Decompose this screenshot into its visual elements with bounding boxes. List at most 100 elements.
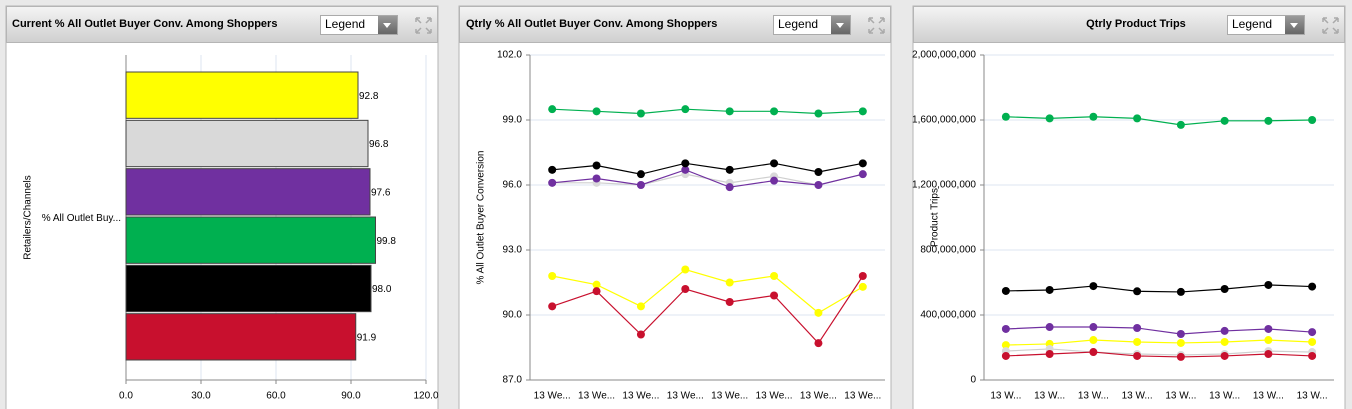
series-line (1005, 326, 1313, 335)
series-line (1005, 351, 1313, 358)
bar (125, 119, 369, 168)
x-tick-label: 60.0 (266, 391, 286, 402)
bar (125, 313, 357, 361)
point (770, 176, 779, 185)
y-tick-label: 400,000,000 (920, 310, 976, 321)
expand-icon[interactable] (868, 17, 885, 34)
point (1220, 351, 1229, 360)
point (1001, 341, 1010, 350)
legend-dropdown[interactable]: Legend (773, 15, 851, 35)
y-tick-label: 87.0 (503, 375, 523, 386)
legend-dropdown[interactable]: Legend (1227, 15, 1305, 35)
point (725, 107, 734, 116)
x-tick-label: 13 W... (1122, 391, 1153, 402)
series-line (552, 108, 863, 115)
point (1001, 324, 1010, 333)
expand-icon[interactable] (415, 17, 432, 34)
panel-title: Qtrly % All Outlet Buyer Conv. Among Sho… (466, 18, 717, 30)
point (1045, 323, 1054, 332)
point (1220, 326, 1229, 335)
point (1264, 336, 1273, 345)
value-label: 97.6 (371, 187, 391, 198)
y-tick-label: 90.0 (503, 310, 523, 321)
point (814, 168, 823, 176)
dropdown-arrow (383, 23, 391, 28)
y-tick-label: 1,200,000,000 (912, 180, 976, 191)
x-tick-label: 13 We... (667, 391, 704, 402)
point (592, 107, 601, 116)
x-tick-label: 30.0 (191, 391, 211, 402)
point (636, 181, 645, 189)
point (858, 170, 867, 179)
point (1133, 324, 1142, 332)
point (1001, 351, 1010, 360)
dropdown-label[interactable]: Legend (1232, 17, 1272, 31)
point (1308, 328, 1317, 337)
series-line (552, 162, 863, 175)
dropdown-label[interactable]: Legend (778, 17, 818, 31)
point (681, 105, 690, 114)
x-tick-label: 13 We... (800, 391, 837, 402)
bar (125, 216, 376, 264)
point (592, 287, 601, 296)
point (1264, 280, 1273, 289)
series-line (1005, 116, 1313, 126)
x-tick-label: 13 We... (578, 391, 615, 402)
value-label: 98.0 (372, 284, 392, 295)
point (770, 107, 779, 116)
point (1308, 282, 1317, 291)
point (636, 302, 645, 311)
point (636, 170, 645, 179)
point (1176, 330, 1185, 339)
point (858, 282, 867, 291)
series-line (1005, 339, 1313, 346)
point (858, 159, 867, 168)
bar (125, 168, 371, 216)
point (725, 183, 734, 192)
legend-dropdown[interactable]: Legend (320, 15, 398, 35)
point (1045, 114, 1054, 123)
point (1220, 116, 1229, 125)
point (1133, 337, 1142, 346)
value-label: 92.8 (359, 91, 379, 102)
x-tick-label: 120.0 (413, 391, 438, 402)
expand-icon[interactable] (1322, 17, 1339, 34)
x-tick-label: 13 We... (622, 391, 659, 402)
y-tick-label: 93.0 (503, 245, 523, 256)
point (814, 339, 823, 348)
point (858, 107, 867, 116)
point (1089, 348, 1098, 357)
point (548, 302, 557, 311)
value-label: 91.9 (357, 332, 377, 343)
y-tick-label: 800,000,000 (920, 245, 976, 256)
panel-frame (912, 5, 1346, 409)
point (1264, 116, 1273, 125)
point (725, 165, 734, 174)
point (1045, 350, 1054, 358)
point (1176, 287, 1185, 296)
dropdown-arrow (1290, 23, 1298, 28)
point (1001, 112, 1010, 121)
x-tick-label: 13 W... (1297, 391, 1328, 402)
y-axis-label: Retailers/Channels (23, 175, 34, 260)
x-tick-label: 13 We... (844, 391, 881, 402)
series-line (551, 275, 864, 345)
panel: Qtrly % All Outlet Buyer Conv. Among Sho… (458, 5, 892, 409)
point (1220, 285, 1229, 293)
point (592, 161, 601, 170)
x-tick-label: 13 We... (711, 391, 748, 402)
point (548, 105, 557, 114)
point (725, 278, 734, 287)
point (681, 265, 690, 274)
point (1308, 337, 1317, 346)
point (1089, 323, 1098, 332)
point (1220, 337, 1229, 346)
panel: Qtrly Product Trips Legend (912, 5, 1346, 409)
x-tick-label: 13 W... (1165, 391, 1196, 402)
series-line (1005, 348, 1313, 356)
dropdown-label[interactable]: Legend (325, 17, 365, 31)
y-tick-label: % All Outlet Buy... (42, 213, 121, 224)
point (681, 165, 690, 174)
y-tick-label: 102.0 (497, 50, 522, 61)
